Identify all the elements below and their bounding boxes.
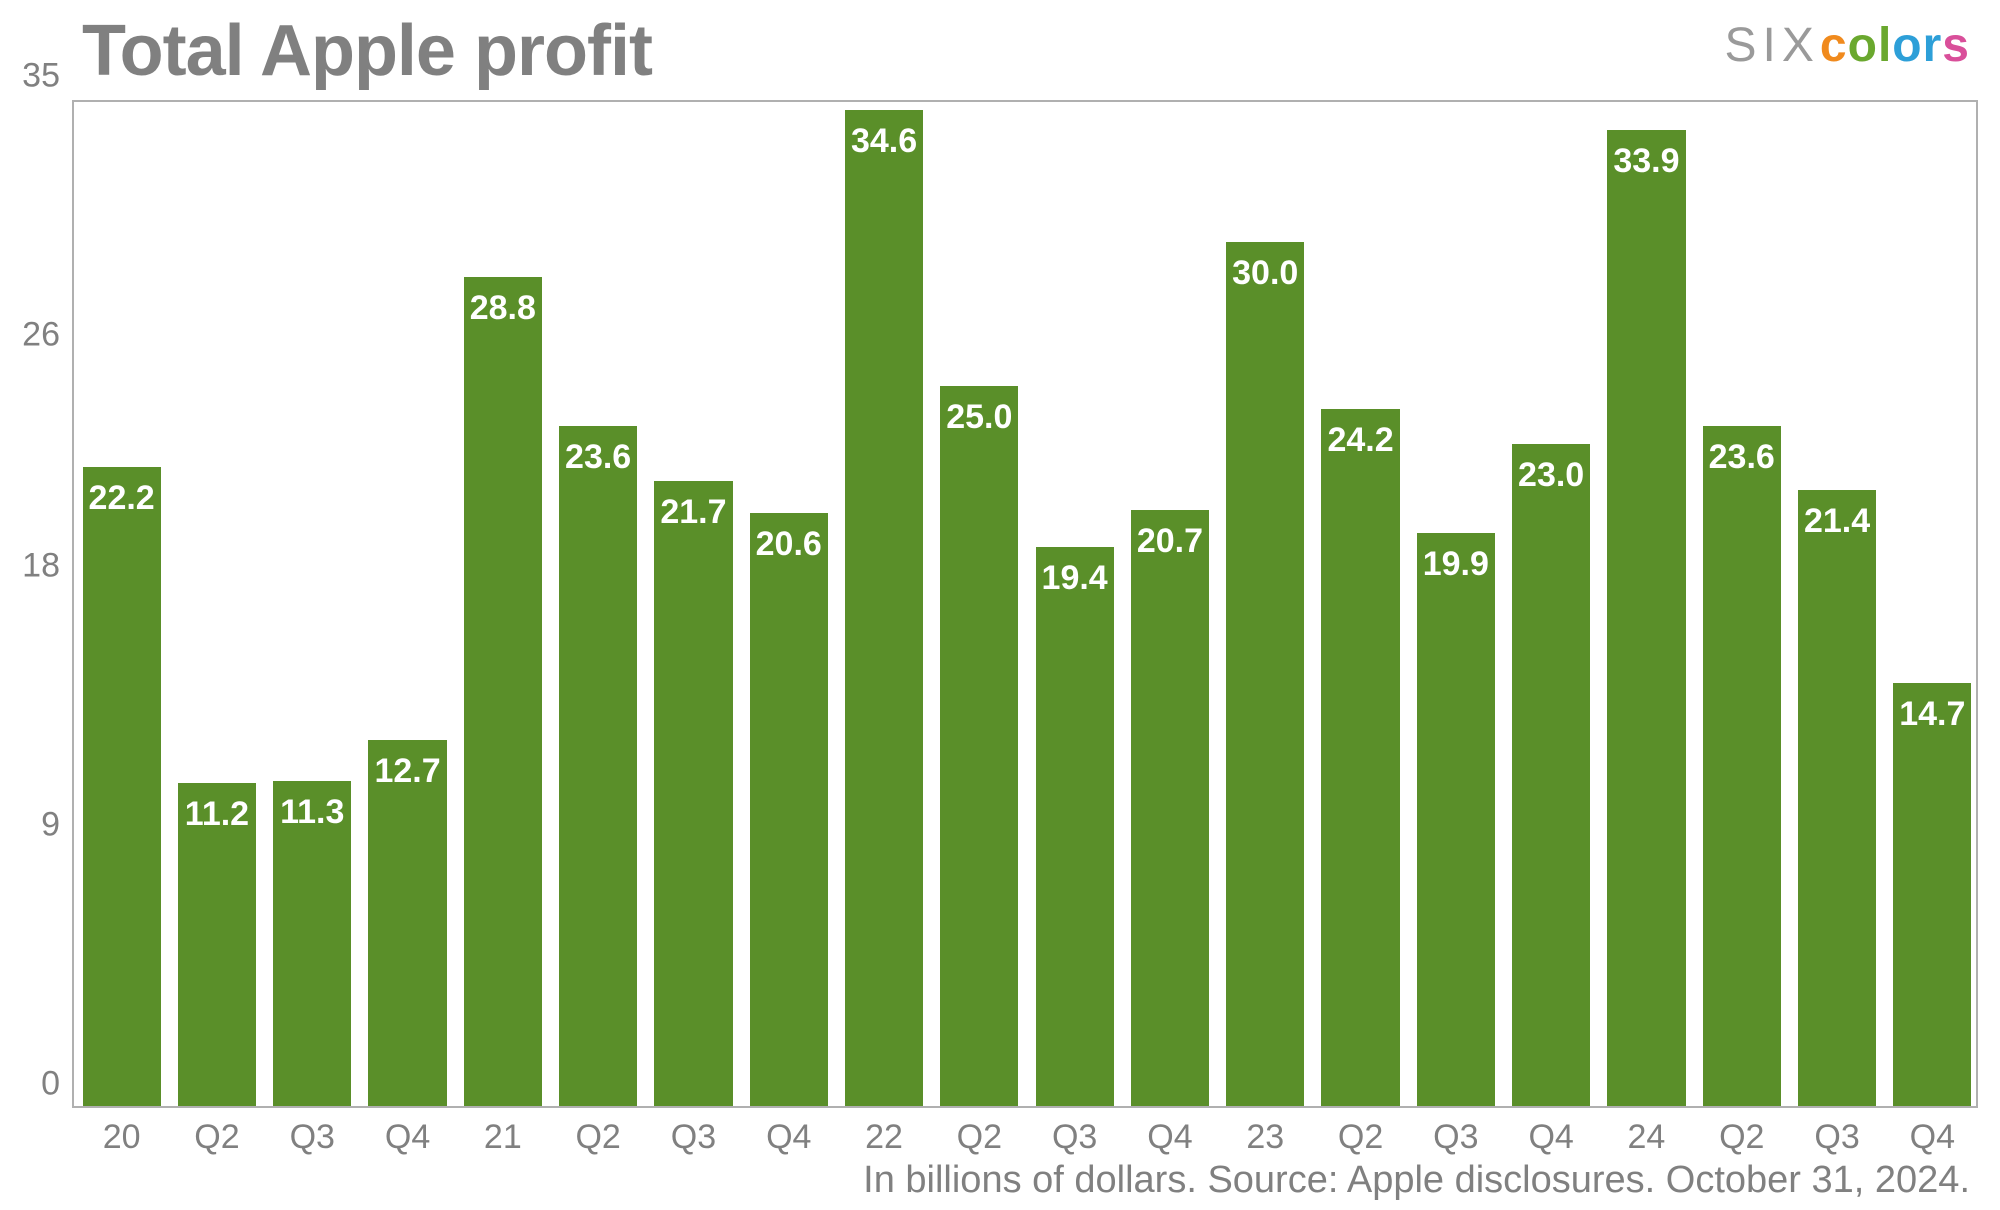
bar: 23.0 — [1512, 444, 1590, 1106]
bar: 23.6 — [559, 426, 637, 1106]
bar: 14.7 — [1893, 683, 1971, 1106]
bar: 11.2 — [178, 783, 256, 1106]
x-tick-label: Q2 — [1719, 1118, 1764, 1157]
bar: 28.8 — [464, 277, 542, 1106]
bar-value-label: 12.7 — [374, 752, 440, 791]
x-tick-label: 24 — [1628, 1118, 1666, 1157]
x-tick-label: Q4 — [1147, 1118, 1192, 1157]
chart-title: Total Apple profit — [82, 10, 652, 92]
x-tick-label: Q2 — [194, 1118, 239, 1157]
bar-value-label: 11.3 — [280, 793, 344, 832]
bar: 21.7 — [654, 481, 732, 1106]
bar-value-label: 30.0 — [1232, 254, 1298, 293]
bar-value-label: 11.2 — [185, 795, 249, 834]
x-tick-label: 23 — [1246, 1118, 1284, 1157]
x-tick-label: Q3 — [1433, 1118, 1478, 1157]
bar-value-label: 24.2 — [1327, 421, 1393, 460]
x-tick-label: Q4 — [385, 1118, 430, 1157]
bar-value-label: 21.7 — [660, 493, 726, 532]
sixcolors-logo: SIXcolors — [1725, 18, 1970, 73]
x-tick-label: Q4 — [1528, 1118, 1573, 1157]
bar-value-label: 33.9 — [1613, 142, 1679, 181]
x-tick-label: Q3 — [1052, 1118, 1097, 1157]
bar-value-label: 14.7 — [1899, 695, 1965, 734]
bar: 20.6 — [750, 513, 828, 1106]
bar-value-label: 19.9 — [1423, 545, 1489, 584]
y-tick-label: 26 — [22, 316, 60, 355]
bar: 30.0 — [1226, 242, 1304, 1106]
y-tick-label: 35 — [22, 57, 60, 96]
bar: 34.6 — [845, 110, 923, 1106]
y-tick-label: 9 — [41, 805, 60, 844]
x-tick-label: Q3 — [290, 1118, 335, 1157]
bar-value-label: 21.4 — [1804, 502, 1870, 541]
x-tick-label: Q4 — [766, 1118, 811, 1157]
x-tick-label: Q3 — [671, 1118, 716, 1157]
bar: 19.9 — [1417, 533, 1495, 1106]
x-tick-label: Q2 — [1338, 1118, 1383, 1157]
bar: 19.4 — [1036, 547, 1114, 1106]
bar-value-label: 28.8 — [470, 289, 536, 328]
chart-container: Total Apple profit SIXcolors 0918263522.… — [0, 0, 2000, 1210]
bar-value-label: 25.0 — [946, 398, 1012, 437]
x-tick-label: 22 — [865, 1118, 903, 1157]
x-tick-label: 21 — [484, 1118, 522, 1157]
bar-value-label: 20.6 — [756, 525, 822, 564]
x-tick-label: Q3 — [1814, 1118, 1859, 1157]
bar: 12.7 — [368, 740, 446, 1106]
bar: 22.2 — [83, 467, 161, 1106]
y-tick-label: 18 — [22, 546, 60, 585]
x-tick-label: Q2 — [575, 1118, 620, 1157]
bar: 11.3 — [273, 781, 351, 1106]
chart-caption: In billions of dollars. Source: Apple di… — [863, 1159, 1970, 1202]
bar: 24.2 — [1321, 409, 1399, 1106]
bar-value-label: 22.2 — [89, 479, 155, 518]
bar-value-label: 19.4 — [1042, 559, 1108, 598]
x-tick-label: 20 — [103, 1118, 141, 1157]
bar: 25.0 — [940, 386, 1018, 1106]
x-tick-label: Q4 — [1910, 1118, 1955, 1157]
bar-value-label: 34.6 — [851, 122, 917, 161]
y-tick-label: 0 — [41, 1065, 60, 1104]
bar: 21.4 — [1798, 490, 1876, 1106]
bar: 23.6 — [1703, 426, 1781, 1106]
bar: 20.7 — [1131, 510, 1209, 1106]
plot-area: 0918263522.22011.2Q211.3Q312.7Q428.82123… — [72, 100, 1978, 1108]
bar-value-label: 23.0 — [1518, 456, 1584, 495]
x-tick-label: Q2 — [957, 1118, 1002, 1157]
bar-value-label: 23.6 — [1709, 438, 1775, 477]
bar: 33.9 — [1607, 130, 1685, 1106]
bar-value-label: 20.7 — [1137, 522, 1203, 561]
logo-six: SIX — [1725, 19, 1820, 72]
bar-value-label: 23.6 — [565, 438, 631, 477]
